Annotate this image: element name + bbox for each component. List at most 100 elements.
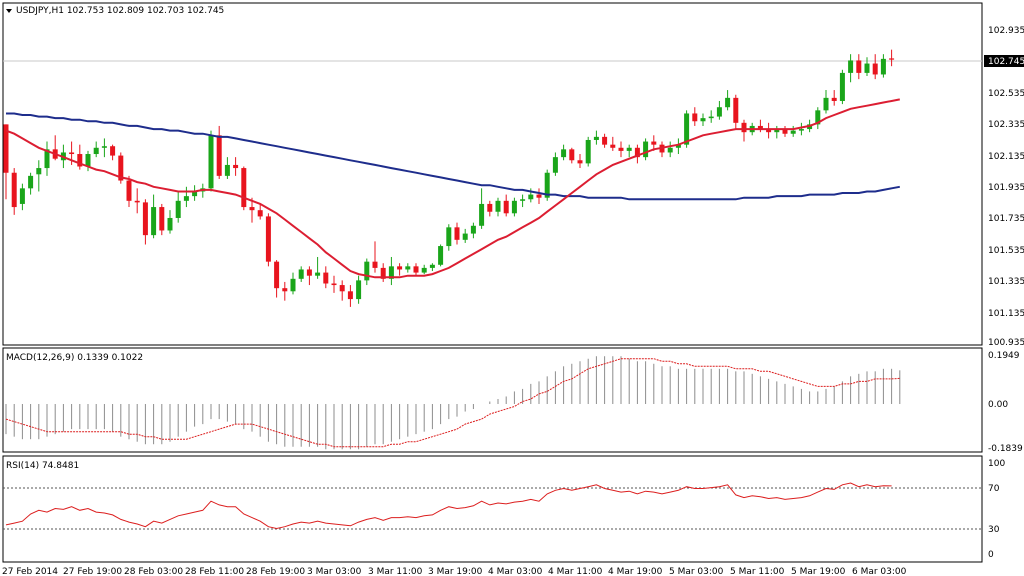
candle-bull	[151, 207, 157, 236]
candle-bear	[118, 155, 124, 181]
candle-bull	[511, 200, 517, 214]
candle-bull	[101, 146, 107, 148]
candle-bear	[692, 113, 698, 122]
macd-title: MACD(12,26,9) 0.1339 0.1022	[6, 353, 143, 363]
candle-bull	[429, 264, 435, 268]
candle-bull	[864, 63, 870, 73]
slow-moving-average-line	[6, 112, 900, 201]
candle-bull	[167, 217, 173, 231]
candle-bull	[790, 130, 796, 134]
candle-bull	[561, 149, 567, 158]
price-tick: 101.135	[988, 309, 1024, 319]
macd-tick: 0.1949	[988, 351, 1020, 361]
candle-bull	[462, 233, 468, 240]
price-tick: 101.735	[988, 214, 1024, 224]
fast-moving-average-line	[5, 98, 900, 279]
candle-bear	[306, 269, 312, 276]
candle-bear	[331, 283, 337, 286]
candle-bear	[618, 147, 624, 151]
candle-bull	[585, 139, 591, 164]
candle-bull	[528, 194, 534, 200]
candle-bear	[142, 202, 148, 236]
time-tick: 6 Mar 03:00	[852, 567, 907, 576]
rsi-tick: 0	[988, 550, 994, 560]
symbol-arrow-icon[interactable]	[6, 9, 12, 13]
candle-bear	[757, 125, 763, 130]
candle-bear	[339, 285, 345, 292]
rsi-panel-frame	[2, 455, 983, 563]
rsi-line	[5, 482, 892, 530]
candle-bear	[602, 136, 608, 145]
candle-bull	[364, 261, 370, 281]
macd-tick: 0.00	[988, 400, 1008, 410]
candle-bear	[77, 154, 83, 167]
candle-bull	[208, 135, 214, 189]
candle-bear	[126, 180, 132, 201]
candle-bull	[495, 200, 501, 212]
candle-bull	[85, 154, 91, 167]
candle-bear	[380, 267, 386, 279]
candle-bear	[651, 141, 657, 145]
rsi-title: RSI(14) 74.8481	[6, 461, 79, 471]
candle-bear	[69, 152, 75, 155]
rsi-tick: 100	[988, 459, 1005, 469]
candle-bear	[831, 97, 837, 101]
candle-bull	[19, 188, 25, 204]
current-price-label: 102.745	[988, 57, 1024, 67]
candle-bear	[241, 168, 247, 208]
candle-bear	[323, 272, 329, 284]
candle-bear	[397, 266, 403, 270]
candle-bull	[405, 266, 411, 270]
time-tick: 28 Feb 19:00	[246, 567, 305, 576]
candle-bull	[725, 97, 731, 108]
candle-bear	[265, 216, 271, 262]
candle-bull	[798, 129, 804, 131]
time-axis: 27 Feb 2014 27 Feb 19:00 28 Feb 03:00 28…	[2, 567, 907, 576]
time-tick: 4 Mar 19:00	[608, 567, 663, 576]
candle-bear	[274, 261, 280, 289]
candle-bull	[36, 168, 42, 175]
candle-bull	[479, 203, 485, 226]
candle-bull	[684, 113, 690, 145]
candle-bull	[716, 107, 722, 117]
candle-bull	[643, 141, 649, 158]
price-tick: 102.935	[988, 26, 1024, 36]
candle-bull	[44, 149, 50, 169]
candle-bull	[438, 246, 444, 265]
candle-bull	[667, 147, 673, 153]
candle-bull	[192, 191, 198, 197]
candle-bull	[183, 196, 189, 201]
time-tick: 3 Mar 03:00	[307, 567, 362, 576]
macd-axis: 0.1949 0.00 -0.1839	[988, 351, 1023, 454]
price-tick: 101.535	[988, 246, 1024, 256]
moving-averages-layer	[5, 98, 900, 279]
candle-bull	[28, 175, 34, 189]
price-tick: 102.535	[988, 89, 1024, 99]
candle-bear	[257, 210, 263, 217]
candle-bull	[298, 269, 304, 279]
price-tick: 101.335	[988, 277, 1024, 287]
macd-panel-frame	[2, 347, 983, 453]
candle-bull	[315, 272, 321, 276]
current-price-badge	[984, 55, 1024, 67]
time-tick: 3 Mar 11:00	[368, 567, 423, 576]
candle-bull	[815, 110, 821, 125]
candle-bull	[520, 199, 526, 201]
candle-bull	[880, 58, 886, 75]
candle-bull	[839, 72, 845, 101]
candle-bear	[503, 200, 509, 214]
time-tick: 28 Feb 11:00	[185, 567, 244, 576]
candle-bear	[610, 144, 616, 148]
candle-bull	[290, 278, 296, 292]
candles-layer	[3, 49, 895, 307]
candle-bear	[766, 129, 772, 133]
time-tick: 3 Mar 19:00	[428, 567, 483, 576]
time-tick: 27 Feb 2014	[2, 567, 58, 576]
candle-bear	[249, 207, 255, 211]
macd-layer	[5, 356, 901, 450]
candle-bull	[626, 147, 632, 151]
candle-bear	[872, 63, 878, 75]
candle-bull	[356, 280, 362, 300]
candle-bear	[733, 97, 739, 123]
